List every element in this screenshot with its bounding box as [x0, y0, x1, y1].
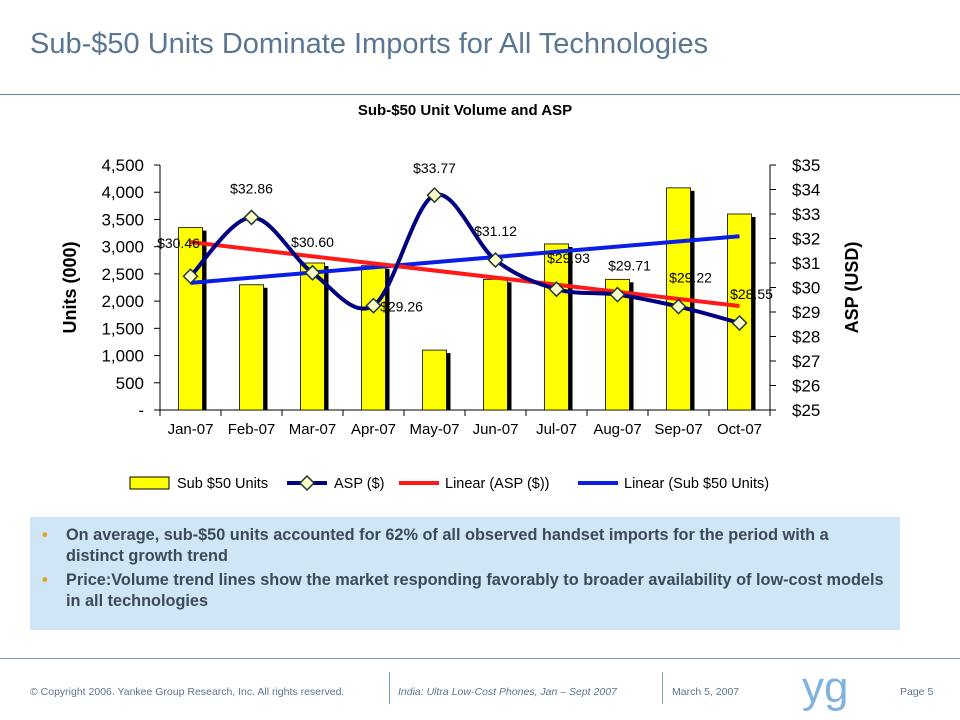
footer-divider	[0, 658, 960, 659]
left-tick-label: 4,500	[101, 156, 144, 175]
x-tick-label: Oct-07	[717, 421, 762, 438]
asp-marker	[609, 286, 626, 303]
legend-label-linear-asp: Linear (ASP ($))	[445, 476, 550, 492]
right-tick-label: $27	[792, 352, 820, 371]
footer-page-number: Page 5	[900, 686, 934, 698]
asp-data-label: $28.55	[730, 286, 773, 302]
y2-axis-label: ASP (USD)	[842, 242, 862, 334]
bullet-item: • Price:Volume trend lines show the mark…	[42, 570, 890, 612]
bar	[483, 278, 508, 411]
y-axis-label: Units (000)	[60, 241, 80, 333]
asp-marker	[365, 297, 382, 314]
trendline-asp	[190, 240, 740, 308]
x-tick-label: Jun-07	[473, 421, 519, 438]
asp-data-label: $31.12	[474, 223, 517, 239]
bar	[361, 265, 386, 411]
left-tick-label: 2,500	[101, 265, 144, 284]
right-tick-label: $29	[792, 303, 820, 322]
asp-marker	[182, 268, 199, 285]
x-tick-label: Jul-07	[536, 421, 577, 438]
footer-copyright: © Copyright 2006. Yankee Group Research,…	[30, 686, 345, 698]
combo-chart: Sub-$50 Unit Volume and ASP - 500 1,000 1,50…	[60, 102, 862, 492]
asp-data-label: $30.60	[291, 234, 334, 250]
asp-data-label: $30.46	[157, 235, 200, 251]
right-tick-label: $26	[792, 377, 820, 396]
right-tick-label: $25	[792, 401, 820, 420]
asp-data-label: $33.77	[413, 160, 456, 176]
asp-data-label: $29.26	[380, 299, 423, 315]
page-title: Sub-$50 Units Dominate Imports for All T…	[30, 28, 709, 60]
bullet-dot-icon: •	[42, 526, 48, 544]
x-tick-label: Apr-07	[351, 421, 396, 438]
x-tick-label: Jan-07	[168, 421, 214, 438]
asp-marker	[243, 209, 260, 226]
bullet-dot-icon: •	[42, 571, 48, 589]
left-tick-label: 3,500	[101, 210, 144, 229]
left-tick-label: 2,000	[101, 292, 144, 311]
footer-date: March 5, 2007	[672, 686, 740, 698]
footer-report-title: India: Ultra Low-Cost Phones, Jan – Sept…	[398, 686, 617, 698]
bar	[544, 243, 569, 411]
asp-marker	[731, 314, 748, 332]
x-tick-label: Aug-07	[593, 421, 641, 438]
x-tick-label: Sep-07	[654, 421, 702, 438]
bar	[300, 262, 325, 411]
legend-label-asp: ASP ($)	[334, 476, 385, 492]
footer-separator	[662, 672, 663, 704]
bullet-box: • On average, sub-$50 units accounted fo…	[30, 517, 900, 630]
yankee-group-logo-icon: yg	[802, 664, 848, 712]
bar	[727, 213, 752, 411]
asp-marker	[426, 187, 443, 204]
chart-title: Sub-$50 Unit Volume and ASP	[358, 102, 572, 119]
bar	[422, 349, 447, 411]
bar	[239, 284, 264, 411]
bullet-text: On average, sub-$50 units accounted for …	[66, 526, 829, 565]
logo-text: yg	[802, 664, 848, 712]
asp-marker	[487, 251, 504, 269]
right-tick-label: $31	[792, 254, 820, 273]
bullet-text: Price:Volume trend lines show the market…	[66, 571, 884, 610]
x-tick-label: May-07	[409, 421, 459, 438]
left-tick-label: 500	[116, 374, 144, 393]
right-tick-label: $32	[792, 230, 820, 249]
legend-label-units: Sub $50 Units	[177, 476, 268, 492]
right-tick-label: $35	[792, 156, 820, 175]
asp-data-label: $29.71	[608, 258, 651, 274]
left-tick-label: 1,000	[101, 347, 144, 366]
footer-separator	[389, 672, 390, 704]
title-divider	[0, 94, 960, 95]
right-tick-label: $28	[792, 328, 820, 347]
left-tick-label: 3,000	[101, 238, 144, 257]
x-tick-label: Mar-07	[289, 421, 337, 438]
left-tick-label: 4,000	[101, 183, 144, 202]
right-tick-label: $30	[792, 279, 820, 298]
bar	[178, 227, 203, 411]
right-tick-label: $33	[792, 205, 820, 224]
asp-data-label: $29.93	[547, 250, 590, 266]
asp-marker	[304, 264, 321, 281]
legend-marker-asp	[298, 474, 316, 492]
asp-data-label: $32.86	[230, 180, 273, 196]
left-tick-label: 1,500	[101, 319, 144, 338]
x-tick-label: Feb-07	[228, 421, 276, 438]
asp-data-label: $29.22	[669, 270, 712, 286]
left-tick-label: -	[138, 401, 144, 420]
asp-marker	[670, 298, 687, 315]
trendline-units	[190, 234, 740, 285]
legend-label-linear-units: Linear (Sub $50 Units)	[624, 476, 769, 492]
legend-swatch-units	[129, 476, 170, 490]
bullet-item: • On average, sub-$50 units accounted fo…	[42, 525, 890, 567]
right-tick-label: $34	[792, 181, 820, 200]
asp-marker	[548, 281, 565, 298]
